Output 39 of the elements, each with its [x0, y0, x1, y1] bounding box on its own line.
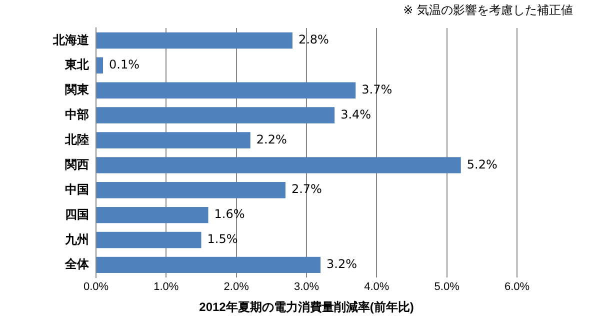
data-label: 3.2% — [326, 257, 358, 272]
y-tick-label: 北陸 — [64, 132, 89, 147]
bar — [96, 82, 356, 98]
y-tick-label: 関東 — [65, 82, 90, 97]
y-tick-label: 北海道 — [52, 32, 90, 47]
x-tick-label: 3.0% — [294, 281, 320, 294]
y-tick-label: 全体 — [64, 257, 90, 272]
data-label: 3.7% — [362, 82, 392, 96]
y-tick-label: 中部 — [65, 108, 89, 122]
data-label: 2.2% — [256, 132, 287, 146]
data-label: 2.8% — [298, 32, 329, 47]
y-tick-label: 四国 — [65, 207, 89, 222]
x-tick-label: 2.0% — [224, 281, 250, 294]
y-tick-label: 九州 — [64, 232, 89, 246]
data-label: 0.1% — [109, 58, 140, 72]
data-label: 2.7% — [291, 182, 322, 196]
data-label: 1.6% — [214, 207, 245, 222]
bar — [96, 32, 292, 49]
text: ※ 気温の影響を考慮した補正値 — [403, 2, 573, 19]
x-tick-label: 1.0% — [154, 281, 179, 294]
bar — [96, 132, 250, 148]
x-axis-title: 2012年夏期の電力消費量削減率(前年比) — [199, 300, 414, 314]
bar — [96, 157, 461, 174]
y-tick-label: 関西 — [65, 157, 89, 172]
x-tick-label: 4.0% — [364, 281, 390, 294]
bar — [96, 232, 202, 248]
data-label: 1.5% — [207, 232, 238, 246]
x-tick-label: 6.0% — [504, 281, 530, 294]
x-tick-label: 5.0% — [434, 281, 460, 294]
data-label: 3.4% — [340, 107, 372, 122]
bar — [96, 57, 104, 74]
y-tick-label: 中国 — [65, 182, 89, 196]
bar — [96, 182, 286, 198]
data-label: 5.2% — [466, 157, 498, 172]
bar — [96, 107, 335, 124]
x-tick-label: 0.0% — [83, 281, 109, 294]
bar — [96, 256, 321, 274]
bar — [96, 206, 208, 224]
y-tick-label: 東北 — [64, 58, 90, 72]
